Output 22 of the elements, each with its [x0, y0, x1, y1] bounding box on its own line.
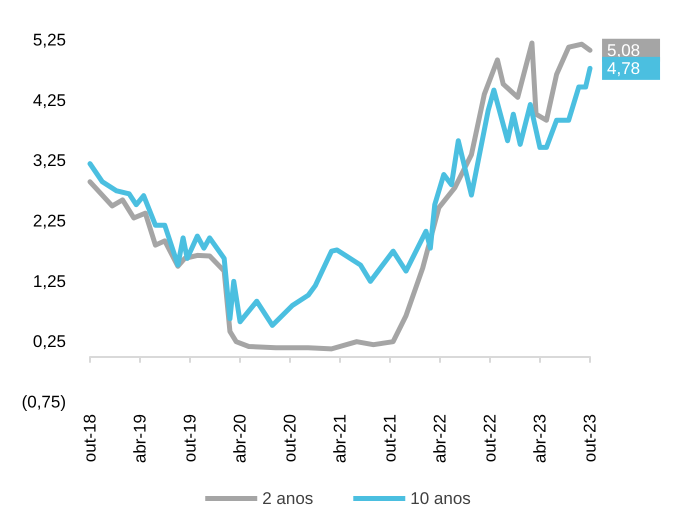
y-tick-label: 1,25	[32, 272, 66, 291]
x-tick-label: out-19	[180, 414, 200, 462]
legend-label: 10 anos	[410, 489, 471, 508]
x-tick-label: out-23	[580, 414, 600, 462]
y-tick-label: 4,25	[32, 90, 66, 110]
y-tick-label: (0,75)	[22, 392, 66, 412]
x-tick-label: abr-19	[130, 414, 150, 464]
data-label: 4,78	[607, 58, 640, 78]
x-tick-label: abr-23	[530, 414, 550, 464]
x-tick-label: out-20	[280, 414, 300, 462]
x-tick-label: out-21	[380, 414, 400, 462]
x-tick-label: out-18	[80, 414, 100, 462]
data-label: 5,08	[607, 40, 640, 60]
y-tick-label: 0,25	[32, 332, 66, 352]
y-tick-label: 3,25	[32, 151, 66, 170]
x-tick-label: abr-22	[430, 414, 450, 464]
y-tick-label: 2,25	[32, 212, 66, 230]
x-tick-label: abr-21	[330, 414, 350, 464]
y-tick-label: 5,25	[32, 30, 66, 50]
legend-label: 2 anos	[262, 489, 314, 508]
x-tick-label: abr-20	[230, 414, 250, 464]
x-tick-label: out-22	[480, 414, 500, 462]
